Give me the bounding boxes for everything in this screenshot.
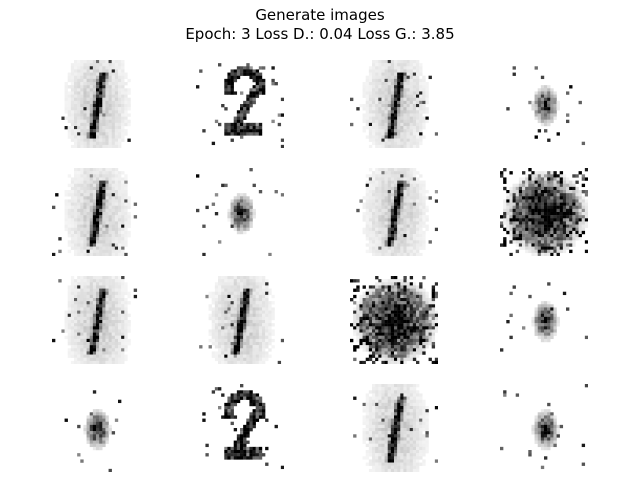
digit-pixel-canvas [52,168,138,256]
generated-image [500,60,588,148]
digit-pixel-canvas [202,384,284,470]
digit-pixel-canvas [199,276,284,364]
generated-image [350,60,438,148]
digit-pixel-canvas [350,276,438,364]
digit-pixel-canvas [356,168,438,256]
digit-pixel-canvas [196,168,284,256]
generated-image [52,60,140,148]
generated-image [350,168,438,256]
generated-image [52,168,140,256]
generated-image [196,168,284,256]
digit-pixel-canvas [353,384,438,472]
generated-image [196,60,284,148]
digit-pixel-canvas [52,276,138,364]
generated-image [500,168,588,256]
generated-image [350,276,438,364]
digit-pixel-canvas [500,384,588,470]
digit-pixel-canvas [196,63,284,148]
digit-pixel-canvas [61,60,131,148]
digit-pixel-canvas [500,282,588,352]
digit-pixel-canvas [506,66,586,146]
digit-pixel-canvas [350,60,438,148]
title-line-1: Generate images [255,6,385,24]
generated-image [500,384,588,472]
generated-image [52,384,140,472]
digit-pixel-canvas [64,390,122,472]
generated-image [196,384,284,472]
title-line-2: Epoch: 3 Loss D.: 0.04 Loss G.: 3.85 [185,25,455,43]
generated-image [52,276,140,364]
generated-image [350,384,438,472]
digit-pixel-canvas [500,168,588,256]
generated-image [196,276,284,364]
figure-title: Generate images Epoch: 3 Loss D.: 0.04 L… [0,6,640,44]
generated-image [500,276,588,364]
